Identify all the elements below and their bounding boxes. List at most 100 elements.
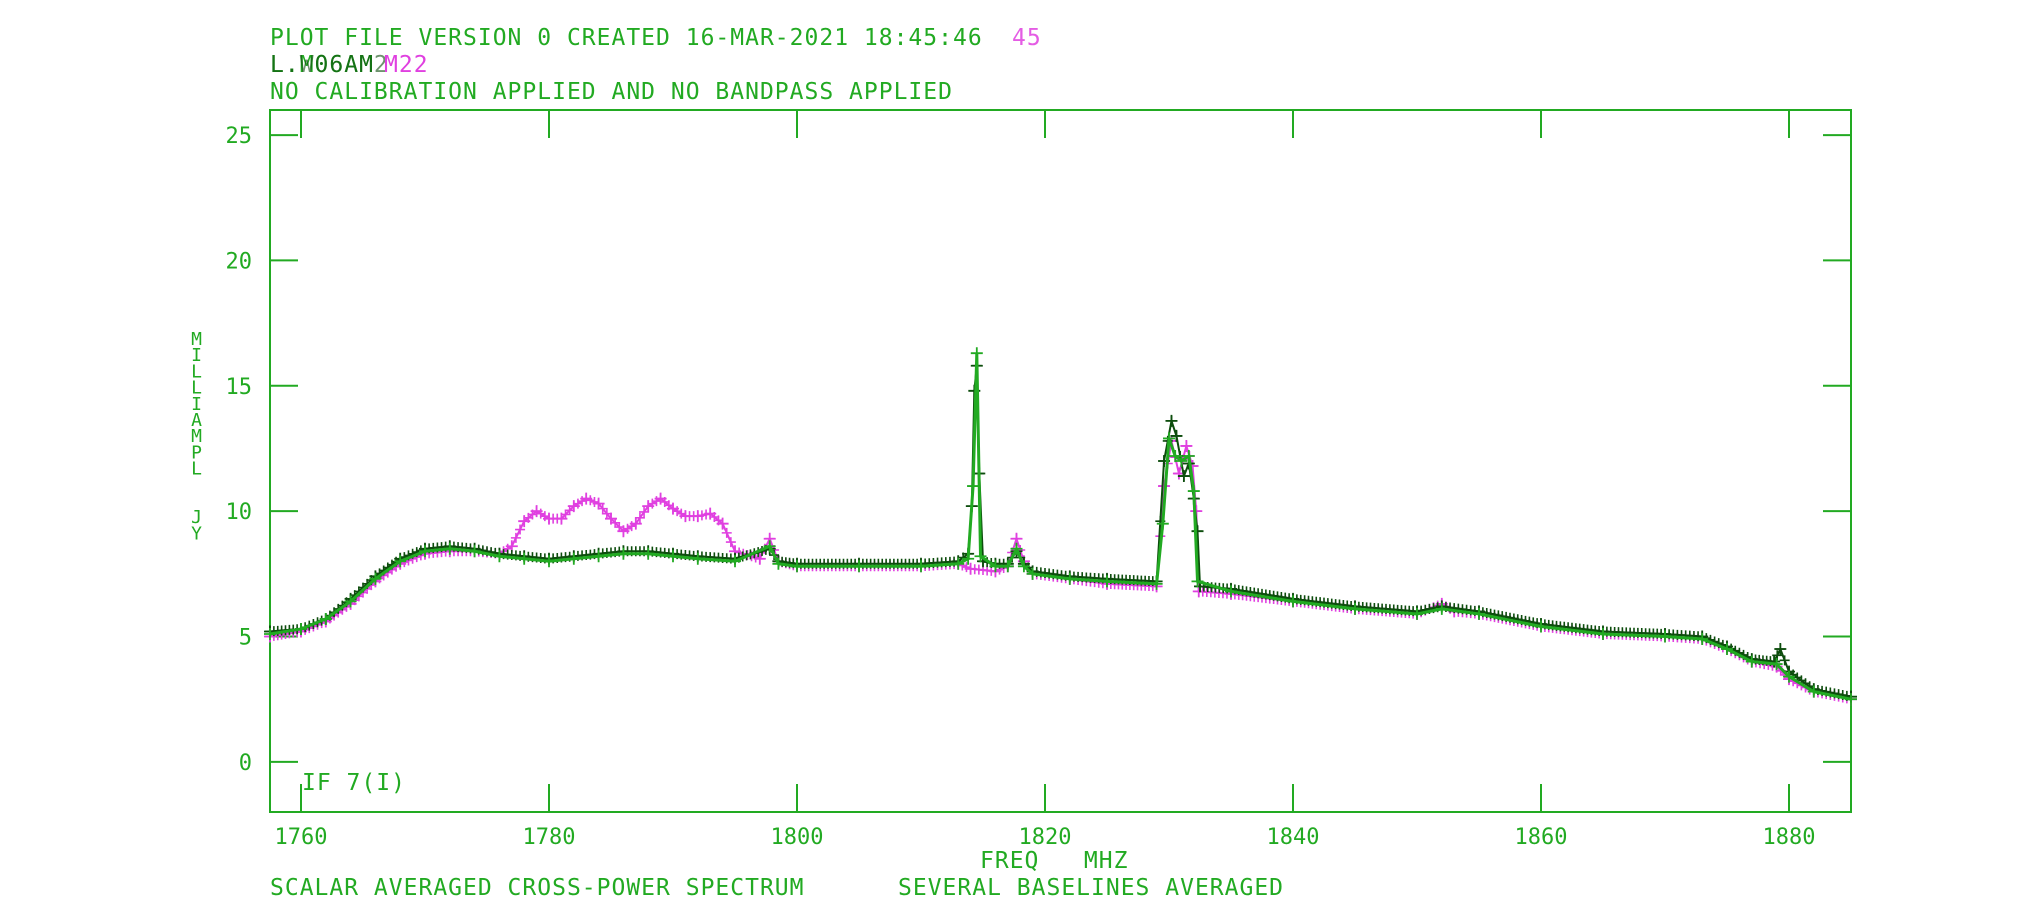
data-point-green — [1101, 575, 1113, 588]
y-tick-label: 0 — [239, 751, 252, 776]
data-point-green — [1696, 633, 1709, 646]
data-point-green — [1535, 620, 1547, 633]
data-point-green — [394, 555, 407, 568]
data-point-magenta — [1010, 532, 1023, 545]
data-point-green — [1017, 560, 1030, 573]
data-point-green — [667, 550, 679, 563]
data-point-dark — [1774, 643, 1787, 656]
data-point-green — [1597, 627, 1609, 640]
data-point-dark — [1165, 414, 1178, 427]
data-point-magenta — [679, 510, 692, 523]
header-line-1: PLOT FILE VERSION 0 CREATED 16-MAR-2021 … — [270, 25, 983, 51]
data-point-magenta — [617, 525, 630, 538]
x-tick-label: 1760 — [275, 825, 328, 850]
axis-ticks — [270, 110, 1851, 812]
data-point-magenta — [592, 497, 605, 510]
series-line-magenta — [269, 440, 1852, 701]
data-point-green — [344, 595, 357, 608]
x-axis-label: FREQ MHZ — [980, 848, 1128, 874]
data-point-magenta — [518, 515, 531, 528]
data-point-magenta — [629, 517, 642, 530]
data-point-green — [1411, 607, 1423, 620]
data-point-magenta — [555, 512, 568, 525]
data-point-green — [1150, 577, 1163, 590]
x-tick-label: 1820 — [1019, 825, 1072, 850]
data-point-magenta — [704, 507, 717, 520]
data-point-green — [1287, 595, 1299, 608]
data-point-green — [1001, 560, 1014, 573]
data-point-magenta — [642, 500, 655, 513]
data-point-green — [962, 552, 975, 565]
data-point-green — [1163, 432, 1175, 445]
x-tick-label: 1880 — [1763, 825, 1816, 850]
data-point-green — [493, 550, 506, 563]
data-point-green — [952, 557, 965, 570]
y-tick-label: 10 — [226, 500, 253, 525]
data-point-green — [915, 560, 927, 573]
data-point-green — [1187, 485, 1200, 498]
series-dark — [264, 359, 1857, 703]
series-markers-magenta — [265, 435, 1852, 704]
data-point-dark — [1191, 525, 1204, 538]
series-line-green — [269, 353, 1852, 701]
data-point-green — [772, 557, 785, 570]
axis-tick-labels: 1760 1780 1800 1820 1840 1860 1880 0 5 10 15 20 25 — [226, 124, 1816, 850]
data-point-green — [967, 480, 980, 493]
data-point-magenta — [691, 510, 704, 523]
data-point-green — [1182, 449, 1195, 462]
data-point-dark — [1768, 655, 1781, 668]
data-point-green — [419, 545, 431, 558]
data-point-magenta — [567, 500, 580, 513]
data-point-magenta — [580, 492, 593, 505]
data-point-magenta — [1180, 439, 1193, 452]
data-point-green — [642, 547, 655, 560]
data-point-green — [543, 555, 555, 568]
data-point-green — [1063, 572, 1076, 585]
data-point-green — [1845, 693, 1857, 706]
data-point-green — [1191, 575, 1204, 588]
series-markers-dark — [265, 360, 1852, 701]
plot-frame — [269, 109, 1852, 813]
series-magenta — [264, 434, 1857, 706]
x-tick-label: 1780 — [523, 825, 576, 850]
data-point-green — [1169, 449, 1182, 462]
data-point-green — [763, 540, 776, 553]
x-tick-label: 1860 — [1515, 825, 1568, 850]
data-point-green — [1659, 630, 1671, 643]
data-point-green — [1721, 643, 1733, 656]
data-point-green — [729, 555, 741, 568]
data-point-magenta — [667, 502, 679, 515]
data-point-green — [518, 552, 531, 565]
data-point-magenta — [654, 492, 667, 505]
data-point-dark — [1170, 429, 1183, 442]
header-line-3: NO CALIBRATION APPLIED AND NO BANDPASS A… — [270, 79, 953, 105]
data-point-magenta — [716, 517, 729, 530]
data-point-green — [970, 347, 983, 360]
series-layer — [264, 347, 1857, 706]
data-point-green — [369, 572, 382, 585]
data-point-green — [1807, 685, 1820, 698]
header-line-2-magenta: M22 — [384, 52, 429, 78]
header-line-2-overprint: L.W06AM2 — [270, 52, 389, 78]
footer-left: SCALAR AVERAGED CROSS-POWER SPECTRUM — [270, 875, 805, 901]
data-point-magenta — [964, 562, 977, 575]
data-point-green — [1349, 602, 1361, 615]
data-point-green — [1026, 567, 1039, 580]
data-point-green — [974, 550, 987, 563]
data-point-green — [567, 552, 580, 565]
data-point-green — [1783, 670, 1795, 683]
header-overprint: 45 — [1012, 25, 1042, 51]
x-tick-label: 1800 — [771, 825, 824, 850]
data-point-green — [617, 547, 630, 560]
data-point-green — [1225, 585, 1237, 598]
data-point-green — [1473, 607, 1485, 620]
y-tick-label: 20 — [226, 249, 253, 274]
data-point-magenta — [1192, 585, 1205, 598]
y-tick-label: 5 — [239, 626, 252, 651]
header-line-2: L.M06AM — [270, 52, 374, 78]
series-green — [264, 347, 1857, 706]
if-annotation: IF 7(I) — [302, 770, 406, 796]
data-point-green — [1435, 602, 1448, 615]
data-point-magenta — [605, 512, 617, 525]
